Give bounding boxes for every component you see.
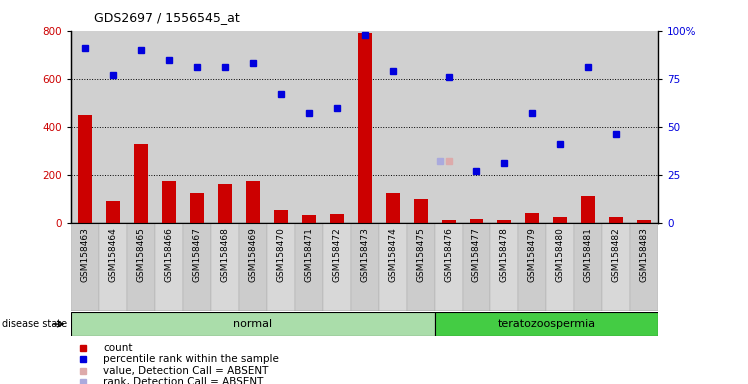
Bar [155, 31, 183, 223]
Bar [267, 31, 295, 223]
Text: GSM158475: GSM158475 [416, 227, 425, 282]
Bar [211, 31, 239, 223]
Text: percentile rank within the sample: percentile rank within the sample [103, 354, 279, 364]
Text: value, Detection Call = ABSENT: value, Detection Call = ABSENT [103, 366, 269, 376]
Bar [554, 217, 568, 223]
Text: GSM158463: GSM158463 [81, 227, 90, 282]
Bar [631, 223, 658, 311]
Bar [183, 31, 211, 223]
Text: teratozoospermia: teratozoospermia [497, 319, 595, 329]
Text: GSM158467: GSM158467 [192, 227, 201, 282]
Bar [637, 220, 652, 223]
Bar [301, 215, 316, 223]
Text: GSM158481: GSM158481 [584, 227, 593, 282]
Text: GSM158478: GSM158478 [500, 227, 509, 282]
Bar [435, 223, 462, 311]
Text: rank, Detection Call = ABSENT: rank, Detection Call = ABSENT [103, 377, 263, 384]
Bar [267, 223, 295, 311]
Bar [211, 223, 239, 311]
Bar [491, 223, 518, 311]
Text: GSM158479: GSM158479 [528, 227, 537, 282]
Bar [435, 31, 462, 223]
Bar [295, 223, 322, 311]
Bar [414, 199, 428, 223]
Text: GSM158472: GSM158472 [332, 227, 341, 282]
Bar [378, 223, 407, 311]
Bar [134, 144, 148, 223]
Bar [127, 31, 155, 223]
Bar [351, 31, 378, 223]
Bar [106, 201, 120, 223]
Bar [155, 223, 183, 311]
Bar [274, 210, 288, 223]
Bar [71, 31, 99, 223]
Text: GSM158474: GSM158474 [388, 227, 397, 282]
Bar [525, 213, 539, 223]
Bar [322, 223, 351, 311]
Text: GSM158476: GSM158476 [444, 227, 453, 282]
Bar [99, 223, 127, 311]
Bar [246, 181, 260, 223]
Text: count: count [103, 343, 132, 353]
Bar [78, 115, 92, 223]
Bar [407, 223, 435, 311]
Bar [183, 223, 211, 311]
Text: GSM158470: GSM158470 [276, 227, 285, 282]
Bar [574, 31, 602, 223]
Bar [602, 31, 631, 223]
Text: GDS2697 / 1556545_at: GDS2697 / 1556545_at [94, 12, 239, 25]
Bar [610, 217, 623, 223]
Text: GSM158477: GSM158477 [472, 227, 481, 282]
Bar [239, 31, 267, 223]
Bar [435, 312, 658, 336]
Bar [295, 31, 322, 223]
Text: GSM158464: GSM158464 [108, 227, 117, 282]
Bar [322, 31, 351, 223]
Bar [631, 31, 658, 223]
Bar [462, 31, 491, 223]
Bar [330, 214, 343, 223]
Bar [546, 223, 574, 311]
Bar [218, 184, 232, 223]
Bar [462, 223, 491, 311]
Text: GSM158480: GSM158480 [556, 227, 565, 282]
Bar [441, 220, 456, 223]
Bar [602, 223, 631, 311]
Bar [190, 193, 204, 223]
Text: normal: normal [233, 319, 272, 329]
Text: GSM158473: GSM158473 [360, 227, 370, 282]
Bar [99, 31, 127, 223]
Bar [491, 31, 518, 223]
Bar [581, 196, 595, 223]
Bar [378, 31, 407, 223]
Bar [497, 220, 512, 223]
Bar [574, 223, 602, 311]
Bar [127, 223, 155, 311]
Bar [71, 312, 435, 336]
Text: GSM158471: GSM158471 [304, 227, 313, 282]
Bar [162, 181, 176, 223]
Text: GSM158466: GSM158466 [165, 227, 174, 282]
Bar [358, 33, 372, 223]
Text: GSM158465: GSM158465 [136, 227, 145, 282]
Bar [351, 223, 378, 311]
Text: GSM158468: GSM158468 [221, 227, 230, 282]
Text: GSM158483: GSM158483 [640, 227, 649, 282]
Bar [546, 31, 574, 223]
Bar [386, 193, 399, 223]
Bar [470, 219, 483, 223]
Bar [518, 223, 546, 311]
Text: GSM158482: GSM158482 [612, 227, 621, 282]
Bar [239, 223, 267, 311]
Bar [71, 223, 99, 311]
Text: disease state: disease state [2, 319, 67, 329]
Text: GSM158469: GSM158469 [248, 227, 257, 282]
Bar [518, 31, 546, 223]
Bar [407, 31, 435, 223]
